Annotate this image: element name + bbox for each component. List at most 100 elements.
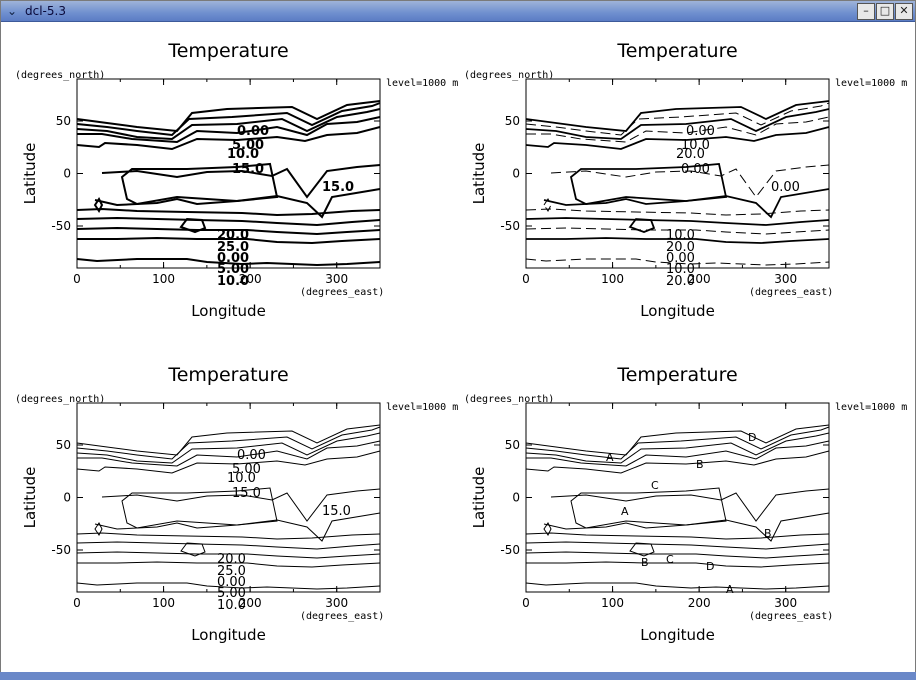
contour-line — [525, 426, 830, 460]
contour-label: 15.0 — [232, 486, 261, 501]
contour-line — [525, 108, 830, 140]
y-axis-label: Latitude — [21, 467, 39, 529]
y-tick-label: -50 — [51, 543, 71, 557]
y-tick-label: -50 — [500, 543, 520, 557]
title-bar[interactable]: ⌄ dcl-5.3 – □ ✕ — [1, 1, 915, 22]
x-axis-label: Longitude — [640, 626, 715, 644]
contour-label: D — [748, 431, 756, 444]
contour-label: 10.0 — [227, 471, 256, 486]
contour-line — [525, 258, 830, 266]
contour-line — [76, 432, 381, 464]
x-tick-label: 200 — [688, 272, 711, 286]
y-tick-label: 50 — [505, 114, 520, 128]
contour-line — [76, 582, 381, 590]
contour-line — [76, 207, 381, 217]
contour-label: 10.0 — [217, 598, 246, 613]
contour-label: 25.0 — [217, 564, 246, 579]
close-button[interactable]: ✕ — [895, 3, 913, 20]
contour-label: 20.0 — [666, 274, 695, 289]
minimize-button[interactable]: – — [857, 3, 875, 20]
x-axis-label: Longitude — [191, 626, 266, 644]
y-tick-label: -50 — [51, 219, 71, 233]
contour-label: 5.00 — [232, 138, 264, 153]
x-tick-label: 100 — [152, 272, 175, 286]
x-tick-label: 100 — [152, 596, 175, 610]
contour-label: A — [621, 505, 629, 518]
y-tick-label: 0 — [512, 491, 520, 505]
contour-label: 5.00 — [217, 586, 246, 601]
y-tick-label: 0 — [63, 491, 71, 505]
contour-line — [101, 488, 381, 522]
contour-line — [525, 126, 830, 150]
chart-title: Temperature — [616, 40, 737, 62]
contour-line — [525, 432, 830, 464]
y-tick-label: 0 — [512, 167, 520, 181]
contour-line — [526, 116, 830, 143]
side-label: level=1000 m — [835, 402, 907, 413]
chart-title: Temperature — [167, 40, 288, 62]
x-axis-label: Longitude — [191, 302, 266, 320]
contour-line — [76, 450, 381, 474]
contour-line — [629, 542, 655, 557]
contour-line — [525, 582, 830, 590]
contour-line — [76, 126, 381, 151]
x-tick-label: 100 — [601, 596, 624, 610]
y-unit-label: (degrees_north) — [464, 394, 554, 405]
window-bottom-border — [0, 672, 916, 680]
x-tick-label: 200 — [239, 272, 262, 286]
contour-line — [77, 440, 381, 467]
contour-label: 0.00 — [681, 162, 710, 177]
maximize-button[interactable]: □ — [876, 3, 894, 20]
contour-line — [525, 227, 830, 235]
contour-line — [76, 108, 381, 141]
x-tick-label: 300 — [774, 596, 797, 610]
x-tick-label: 300 — [325, 596, 348, 610]
contour-line — [77, 236, 381, 245]
contour-line — [526, 440, 830, 467]
window-menu-icon[interactable]: ⌄ — [6, 4, 18, 18]
side-label: level=1000 m — [386, 402, 458, 413]
contour-label: B — [764, 527, 772, 540]
window-title: dcl-5.3 — [25, 4, 66, 18]
contour-label: 20.0 — [217, 552, 246, 567]
contour-label: 20.0 — [666, 240, 695, 255]
contour-label: A — [726, 583, 734, 596]
contour-line — [550, 488, 830, 522]
contour-line — [76, 216, 381, 227]
contour-label: 0.00 — [771, 180, 800, 195]
contour-label: 20.0 — [217, 228, 249, 243]
contour-line — [76, 424, 381, 456]
contour-line — [525, 532, 830, 540]
x-tick-label: 0 — [73, 272, 81, 286]
y-unit-label: (degrees_north) — [464, 70, 554, 81]
contour-line — [94, 522, 103, 536]
contour-line — [525, 208, 830, 216]
contour-line — [525, 217, 830, 226]
contour-line — [525, 100, 830, 132]
contour-label: B — [641, 556, 649, 569]
y-tick-label: 50 — [56, 114, 71, 128]
contour-label: 5.00 — [217, 262, 249, 277]
contour-line — [543, 522, 552, 536]
x-unit-label: (degrees_east) — [300, 287, 384, 298]
contour-line — [76, 226, 381, 236]
contour-label: 20.0 — [676, 147, 705, 162]
chart-panel-2: Temperature (degrees_north) level=1000 m (d… — [464, 40, 907, 320]
y-unit-label: (degrees_north) — [15, 70, 105, 81]
y-axis-label: Latitude — [470, 143, 488, 205]
contour-label: 10.0 — [227, 147, 259, 162]
contour-label: 0.00 — [217, 251, 249, 266]
plot-canvas: Temperature (degrees_north) level=1000 m (d… — [15, 40, 907, 644]
contour-line — [525, 102, 830, 136]
contour-line — [76, 100, 381, 133]
contour-label: B — [696, 458, 704, 471]
chart-panel-3: Temperature (degrees_north) level=1000 m (d… — [15, 364, 458, 644]
contour-label: C — [666, 553, 674, 566]
contour-line — [76, 102, 381, 137]
side-label: level=1000 m — [835, 78, 907, 89]
contour-label: 15.0 — [232, 162, 264, 177]
contour-label: C — [651, 479, 659, 492]
contour-line — [525, 541, 830, 550]
contour-line — [76, 258, 381, 267]
contour-line — [121, 487, 278, 529]
